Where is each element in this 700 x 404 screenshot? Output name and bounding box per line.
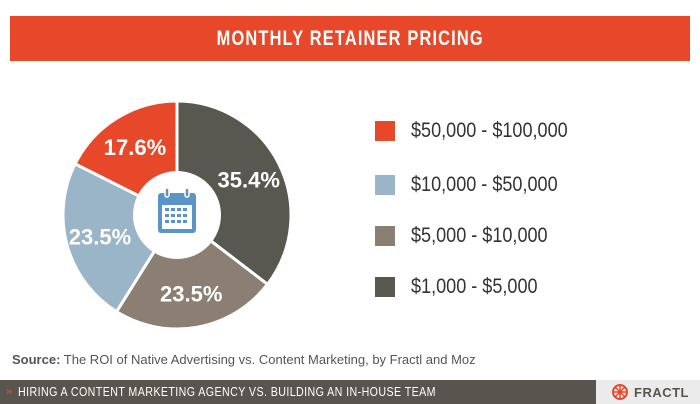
legend-item: $10,000 - $50,000 [375, 170, 675, 198]
legend-item: $1,000 - $5,000 [375, 272, 675, 300]
source-note: Source: The ROI of Native Advertising vs… [12, 352, 476, 367]
calendar-icon [158, 187, 196, 233]
double-chevron-icon: » [6, 386, 13, 398]
brand-name: FRACTL [634, 384, 689, 400]
legend-swatch [375, 175, 395, 195]
slice-label-3: 17.6% [104, 135, 166, 160]
slice-label-2: 23.5% [69, 225, 131, 250]
legend-label: $10,000 - $50,000 [411, 173, 558, 196]
legend-swatch [375, 277, 395, 297]
slice-labels: 35.4% 23.5% 23.5% 17.6% [69, 135, 280, 307]
footer-bar: » HIRING A CONTENT MARKETING AGENCY VS. … [0, 380, 700, 404]
title-banner: MONTHLY RETAINER PRICING [10, 16, 690, 61]
legend-item: $50,000 - $100,000 [375, 116, 675, 144]
fractl-logo-icon [612, 384, 628, 400]
legend-item: $5,000 - $10,000 [375, 221, 675, 249]
chart-title: MONTHLY RETAINER PRICING [216, 26, 484, 50]
source-text: The ROI of Native Advertising vs. Conten… [63, 352, 476, 367]
footer-title: HIRING A CONTENT MARKETING AGENCY VS. BU… [18, 384, 436, 399]
legend-label: $50,000 - $100,000 [411, 119, 568, 142]
brand: FRACTL [596, 380, 700, 404]
slice-label-0: 35.4% [218, 168, 280, 193]
legend-swatch [375, 121, 395, 141]
pie-slice-1 [114, 212, 270, 331]
slice-label-1: 23.5% [160, 282, 222, 307]
legend-swatch [375, 226, 395, 246]
legend-label: $5,000 - $10,000 [411, 224, 548, 247]
pie-slice-0 [175, 99, 293, 287]
legend-label: $1,000 - $5,000 [411, 275, 538, 298]
source-label: Source: [12, 352, 61, 367]
